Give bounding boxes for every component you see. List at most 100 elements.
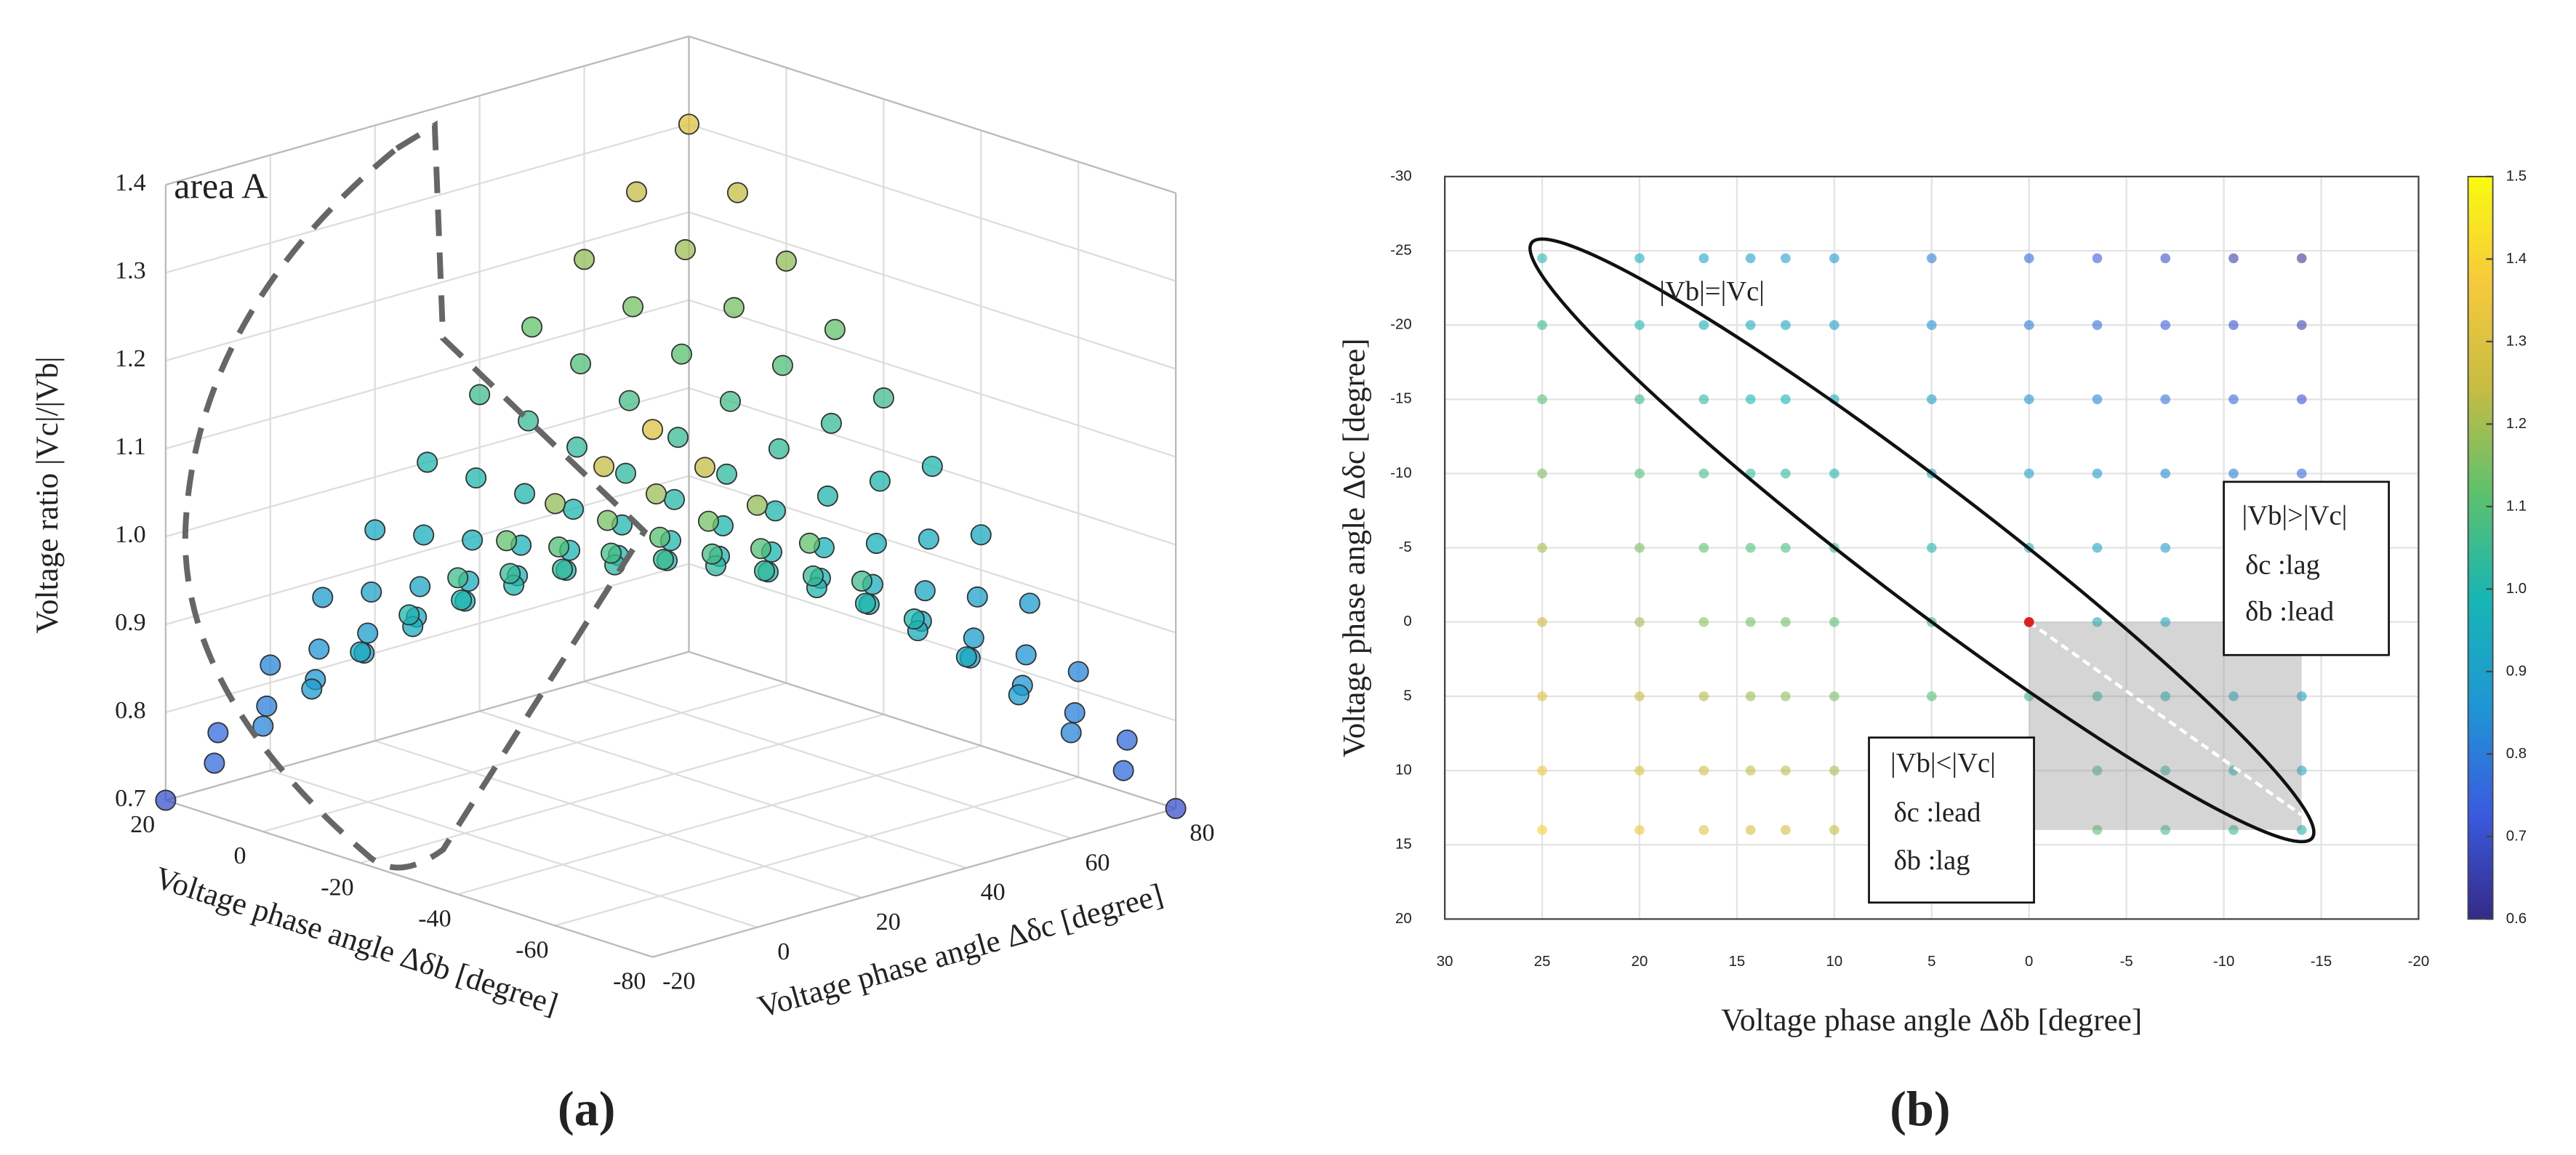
colorbar-tick-label: 0.6 xyxy=(2506,911,2527,927)
axis-line xyxy=(165,799,653,958)
colorbar-tick-label: 0.7 xyxy=(2506,828,2527,844)
point xyxy=(2023,253,2034,264)
point xyxy=(409,576,431,597)
point xyxy=(1634,765,1645,776)
point xyxy=(2092,765,2103,776)
x-tick-label: 0 xyxy=(2025,954,2033,970)
colorbar-tick-label: 0.9 xyxy=(2506,663,2527,679)
y-axis-label: Voltage phase angle Δδc [degree] xyxy=(1338,338,1372,757)
point xyxy=(1008,684,1030,706)
point xyxy=(1634,320,1645,330)
point xyxy=(1781,320,1791,330)
point xyxy=(869,470,891,492)
point xyxy=(2092,691,2103,701)
note-box xyxy=(1868,736,2035,904)
point xyxy=(1781,542,1791,553)
point xyxy=(2092,468,2103,479)
grid-line xyxy=(689,299,1176,458)
point xyxy=(2160,542,2171,553)
point xyxy=(1116,729,1138,751)
z-axis-label: Voltage ratio |Vc|/|Vb| xyxy=(31,356,65,633)
point xyxy=(1781,825,1791,835)
point xyxy=(357,622,379,644)
x-tick-label: 25 xyxy=(1534,954,1551,970)
grid-line xyxy=(270,770,758,928)
point xyxy=(1537,825,1547,835)
point xyxy=(2296,825,2307,835)
x-tick-label: -40 xyxy=(418,905,451,932)
panel-b: 30 25 20 15 10 5 0 -5 -10 -15 -20 -30 -25 -20 -15 -10 -5… xyxy=(1338,168,2527,1037)
y-tick-label: 0 xyxy=(1403,613,1411,629)
point xyxy=(653,549,675,571)
point xyxy=(642,419,664,440)
point xyxy=(364,519,386,541)
plot-frame xyxy=(1444,175,2420,920)
point xyxy=(2228,253,2239,264)
grid-line xyxy=(165,123,689,274)
point xyxy=(1781,691,1791,701)
y-tick-label: -5 xyxy=(1399,539,1412,555)
point xyxy=(697,510,720,532)
z-tick-label: 1.2 xyxy=(115,345,146,372)
point xyxy=(447,567,469,589)
axis-line xyxy=(165,35,689,186)
point xyxy=(563,499,585,520)
point xyxy=(646,483,667,505)
diagonal-dash xyxy=(2028,620,2303,817)
colorbar-tick-label: 1.5 xyxy=(2506,168,2527,184)
point xyxy=(2228,320,2239,330)
point xyxy=(1634,253,1645,264)
point xyxy=(2296,320,2307,330)
point xyxy=(1537,468,1547,479)
point xyxy=(1829,691,1839,701)
origin-dot xyxy=(2023,616,2034,627)
point xyxy=(566,436,588,458)
grid-line xyxy=(479,710,967,869)
x-tick-label: 0 xyxy=(234,842,246,869)
point xyxy=(1698,468,1709,479)
colorbar-tick-label: 1.2 xyxy=(2506,416,2527,432)
point xyxy=(1634,468,1645,479)
grid-line xyxy=(374,740,862,898)
grid-line xyxy=(165,563,689,714)
point xyxy=(2092,394,2103,405)
point xyxy=(2160,468,2171,479)
x-tick-label: -5 xyxy=(2120,954,2133,970)
point xyxy=(1537,616,1547,627)
point xyxy=(1537,320,1547,330)
point xyxy=(2296,691,2307,701)
point xyxy=(674,239,697,261)
point xyxy=(1829,616,1839,627)
point xyxy=(312,587,334,608)
point xyxy=(726,182,748,204)
colorbar xyxy=(2467,175,2494,920)
grid-line xyxy=(689,123,1176,282)
point xyxy=(545,493,566,515)
point xyxy=(1745,394,1756,405)
point xyxy=(764,500,786,522)
grid-line xyxy=(165,299,689,450)
annotation: |Vb|>|Vc| xyxy=(2242,501,2348,531)
point xyxy=(921,456,943,478)
z-tick-label: 0.7 xyxy=(115,785,146,812)
point xyxy=(1926,542,1937,553)
x-axis-label: Voltage phase angle Δδb [degree] xyxy=(151,861,562,1022)
x-tick-label: -20 xyxy=(321,874,353,901)
point xyxy=(1781,394,1791,405)
shaded-region xyxy=(2029,621,2302,830)
point xyxy=(966,586,988,608)
point xyxy=(256,695,278,717)
point xyxy=(872,387,894,409)
point xyxy=(499,563,521,584)
point xyxy=(398,604,420,626)
x-tick-label: 20 xyxy=(1632,954,1648,970)
grid-line xyxy=(360,713,884,864)
point xyxy=(2228,394,2239,405)
y-tick-label: 60 xyxy=(1086,849,1110,876)
point xyxy=(1926,253,1937,264)
point xyxy=(2023,320,2034,330)
point xyxy=(2023,394,2034,405)
point xyxy=(1745,825,1756,835)
